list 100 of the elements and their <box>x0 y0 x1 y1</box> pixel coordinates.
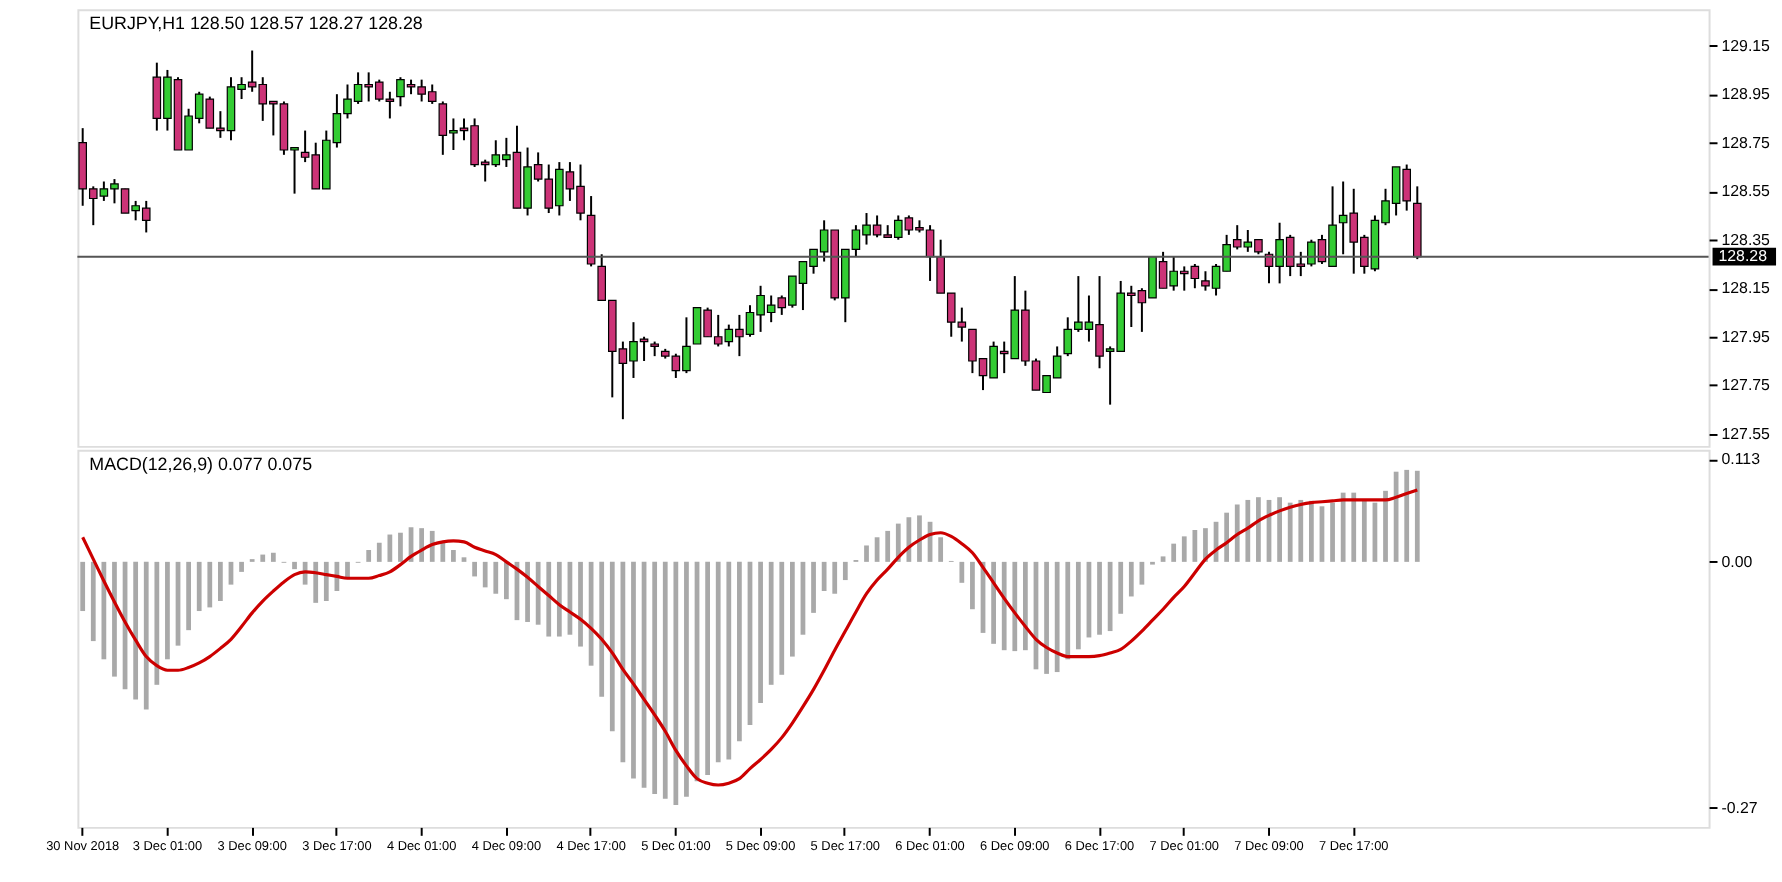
bar <box>239 561 244 572</box>
bar <box>451 550 456 562</box>
y-tick-label: 0.00 <box>1721 552 1754 571</box>
bar <box>1171 543 1177 562</box>
bar <box>811 561 816 613</box>
bar <box>133 561 139 700</box>
bar <box>1383 490 1388 562</box>
bar <box>652 561 658 795</box>
bar <box>779 561 785 675</box>
bar <box>482 561 488 588</box>
bar <box>1414 470 1420 562</box>
bar <box>186 561 191 631</box>
ref-line-label: 128.28 <box>1718 246 1769 265</box>
bar <box>1023 561 1028 651</box>
bar <box>1097 561 1102 635</box>
bar <box>387 534 393 562</box>
bar <box>1404 469 1410 562</box>
bar <box>101 561 107 660</box>
bar <box>196 561 202 612</box>
bar <box>737 561 742 742</box>
bar <box>472 561 477 577</box>
bar <box>631 561 636 779</box>
bar <box>715 561 721 763</box>
chart-title: EURJPY,H1 128.50 128.57 128.27 128.28 <box>89 13 423 34</box>
bar <box>1054 561 1060 673</box>
bar <box>758 561 763 704</box>
bar <box>864 545 869 562</box>
bar <box>398 532 403 562</box>
y-tick-label: 128.35 <box>1721 230 1772 249</box>
bar <box>1001 561 1007 651</box>
bar <box>726 561 732 760</box>
bar <box>1107 561 1113 632</box>
bar <box>112 561 117 677</box>
bar <box>1340 492 1346 562</box>
bar <box>556 561 562 637</box>
y-tick-label: 127.55 <box>1721 424 1772 443</box>
bar <box>313 561 319 603</box>
bar <box>90 561 96 642</box>
y-tick-label: 129.15 <box>1721 36 1772 55</box>
bar <box>662 561 668 799</box>
bar <box>1234 504 1240 562</box>
bar <box>1118 561 1124 614</box>
bar <box>705 561 711 775</box>
y-tick-label: -0.27 <box>1721 798 1758 817</box>
bar <box>885 530 891 562</box>
bar <box>832 561 838 594</box>
bar <box>546 561 552 637</box>
bar <box>1012 561 1018 652</box>
bar <box>768 561 774 685</box>
bar <box>1277 497 1282 562</box>
bar <box>821 561 827 592</box>
bar <box>938 537 944 562</box>
bar <box>292 561 297 570</box>
bar <box>1044 561 1049 674</box>
bar <box>525 561 530 622</box>
bar <box>578 561 583 647</box>
bar <box>906 517 912 562</box>
bar <box>1160 556 1166 562</box>
bar <box>1075 561 1081 650</box>
bar <box>154 561 160 685</box>
bar <box>1065 561 1071 660</box>
bar <box>1181 536 1187 562</box>
bar <box>503 561 509 600</box>
line-series <box>81 488 1419 787</box>
y-tick-label: 128.15 <box>1721 279 1772 298</box>
bar <box>599 561 605 697</box>
bar <box>493 561 499 594</box>
bar <box>80 561 86 612</box>
bar <box>440 542 446 562</box>
bar <box>1351 492 1357 562</box>
bar <box>917 515 922 562</box>
bar <box>991 561 996 644</box>
bar <box>218 561 223 602</box>
bar <box>260 554 266 562</box>
y-tick-label: 127.95 <box>1721 327 1772 346</box>
bar <box>1308 500 1314 562</box>
bar <box>207 561 213 608</box>
bar <box>609 561 615 732</box>
bar <box>970 561 975 610</box>
bar <box>673 561 679 806</box>
bar <box>1245 499 1251 562</box>
bar <box>684 561 689 797</box>
bar <box>165 561 170 660</box>
bar <box>842 561 848 581</box>
bar <box>1287 502 1293 562</box>
bar <box>1224 512 1230 562</box>
chart-title: MACD(12,26,9) 0.077 0.075 <box>89 453 313 474</box>
bar <box>366 550 372 562</box>
bar <box>143 561 149 710</box>
bar <box>959 561 965 583</box>
bar <box>1361 499 1367 562</box>
bar <box>1192 529 1198 562</box>
y-tick-label: 0.113 <box>1721 449 1762 468</box>
bar <box>1256 497 1261 562</box>
bar <box>376 542 382 562</box>
y-tick-label: 128.95 <box>1721 85 1772 104</box>
bar <box>1128 561 1134 597</box>
y-tick-label: 127.75 <box>1721 376 1772 395</box>
bar <box>1298 499 1304 562</box>
bar <box>1330 502 1335 562</box>
